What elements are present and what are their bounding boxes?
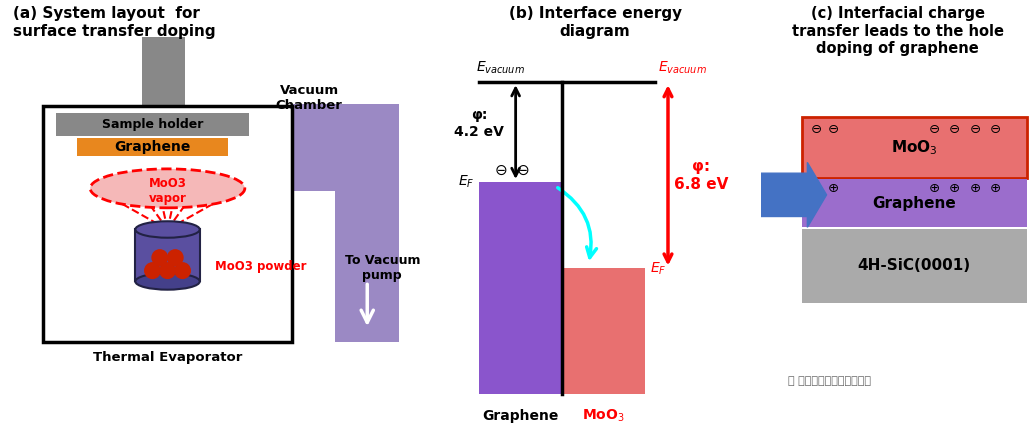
Text: $E_{vacuum}$: $E_{vacuum}$ — [658, 59, 707, 76]
Bar — [562, 268, 645, 394]
Text: $\oplus$: $\oplus$ — [969, 182, 980, 195]
Bar — [802, 229, 1027, 303]
Bar — [292, 104, 400, 191]
Bar — [43, 106, 292, 342]
Text: $\oplus$: $\oplus$ — [989, 182, 1001, 195]
Circle shape — [145, 263, 160, 278]
Text: Sample holder: Sample holder — [101, 118, 203, 131]
Bar — [802, 179, 1027, 227]
FancyArrow shape — [747, 162, 827, 227]
Text: To Vacuum
pump: To Vacuum pump — [345, 255, 420, 282]
Circle shape — [175, 263, 190, 278]
Circle shape — [152, 250, 168, 265]
Text: $\ominus$: $\ominus$ — [827, 123, 839, 136]
Text: MoO3
vapor: MoO3 vapor — [149, 177, 186, 204]
Text: MoO$_3$: MoO$_3$ — [582, 407, 625, 424]
Text: Graphene: Graphene — [114, 140, 190, 154]
Circle shape — [168, 250, 183, 265]
Text: $\ominus$: $\ominus$ — [989, 123, 1001, 136]
Text: Vacuum
Chamber: Vacuum Chamber — [275, 84, 343, 113]
Text: φ:
6.8 eV: φ: 6.8 eV — [674, 159, 729, 191]
Bar — [802, 117, 1027, 178]
Text: $E_F$: $E_F$ — [457, 174, 474, 190]
Bar — [136, 229, 200, 281]
Text: $\oplus$: $\oplus$ — [809, 182, 822, 195]
Text: Graphene: Graphene — [482, 409, 559, 423]
Bar — [335, 186, 400, 342]
Text: $\oplus$: $\oplus$ — [927, 182, 940, 195]
Ellipse shape — [90, 169, 245, 208]
Text: 🐾 新加坡国立大学知识产权: 🐾 新加坡国立大学知识产权 — [789, 376, 871, 386]
Text: φ:
4.2 eV: φ: 4.2 eV — [454, 108, 504, 139]
Text: $\ominus$: $\ominus$ — [948, 123, 960, 136]
Text: MoO$_3$: MoO$_3$ — [891, 138, 938, 157]
Text: $\oplus$: $\oplus$ — [827, 182, 839, 195]
Text: $\ominus$: $\ominus$ — [809, 123, 822, 136]
Text: Thermal Evaporator: Thermal Evaporator — [93, 351, 242, 364]
Text: MoO3 powder: MoO3 powder — [215, 260, 306, 273]
Bar — [78, 138, 228, 156]
Text: $\ominus$: $\ominus$ — [969, 123, 980, 136]
Ellipse shape — [136, 273, 200, 290]
Text: (a) System layout  for
surface transfer doping: (a) System layout for surface transfer d… — [12, 6, 215, 39]
Text: 4H-SiC(0001): 4H-SiC(0001) — [858, 259, 971, 273]
Bar — [56, 113, 249, 136]
Text: $E_{vacuum}$: $E_{vacuum}$ — [476, 59, 525, 76]
Bar — [142, 37, 184, 106]
Ellipse shape — [136, 221, 200, 238]
Text: $E_F$: $E_F$ — [650, 260, 667, 277]
Text: (c) Interfacial charge
transfer leads to the hole
doping of graphene: (c) Interfacial charge transfer leads to… — [792, 6, 1004, 56]
Text: (b) Interface energy
diagram: (b) Interface energy diagram — [508, 6, 682, 39]
Text: Graphene: Graphene — [873, 196, 956, 210]
Circle shape — [159, 263, 175, 278]
Text: $\oplus$: $\oplus$ — [948, 182, 960, 195]
Bar — [479, 182, 562, 394]
Text: $\ominus$  $\ominus$: $\ominus$ $\ominus$ — [495, 162, 530, 178]
Text: $\ominus$: $\ominus$ — [927, 123, 940, 136]
